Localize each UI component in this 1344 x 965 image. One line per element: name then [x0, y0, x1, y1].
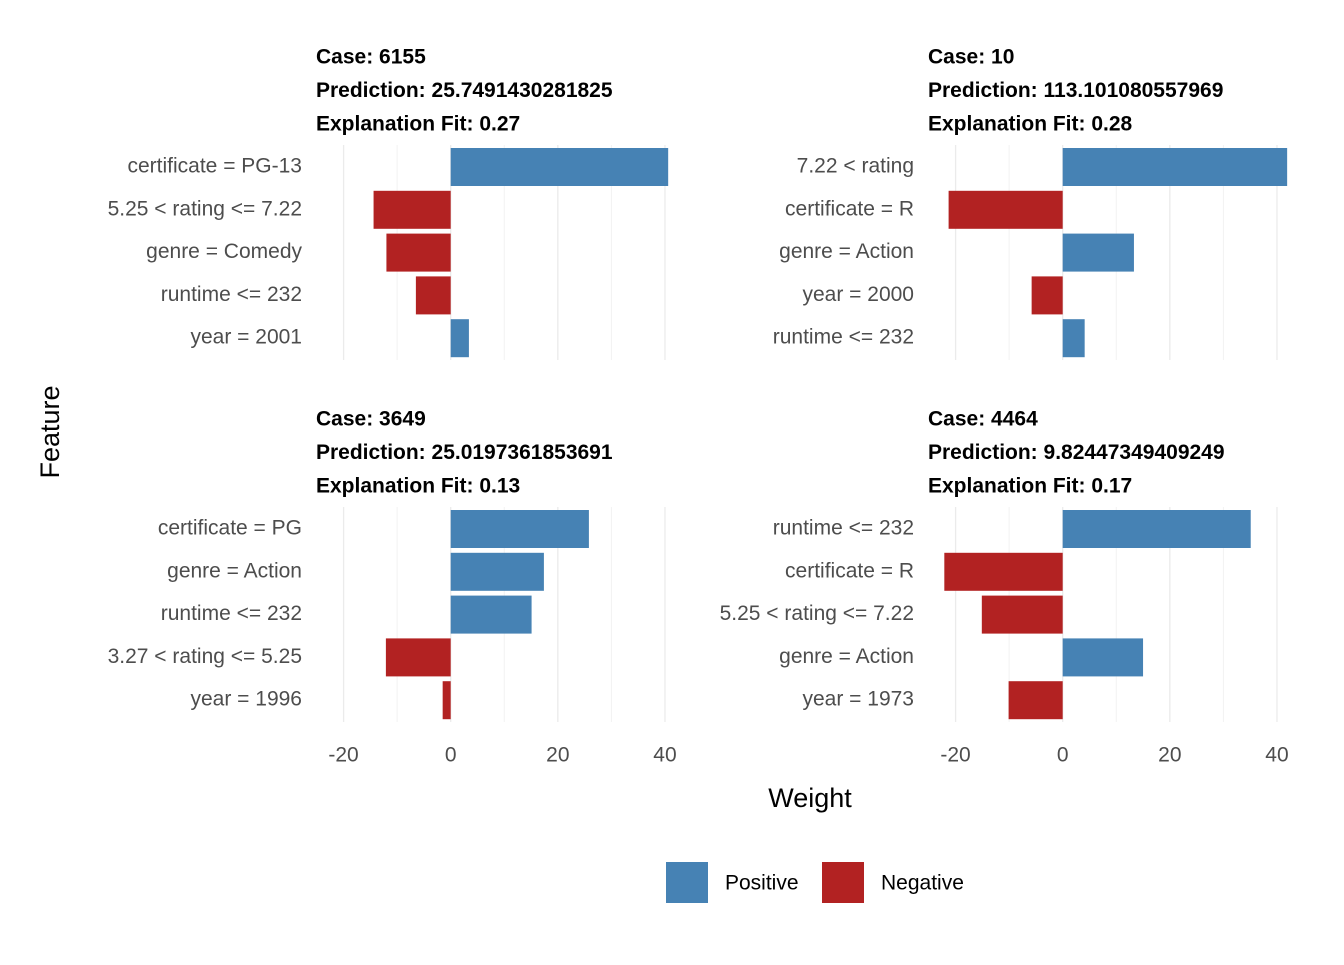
- bar: [1062, 233, 1134, 272]
- y-tick-label: year = 2001: [190, 326, 302, 349]
- bar: [1062, 638, 1144, 677]
- y-tick-label: runtime <= 232: [161, 283, 302, 306]
- y-tick-label: genre = Action: [779, 240, 914, 263]
- y-tick-label: 3.27 < rating <= 5.25: [108, 645, 302, 668]
- y-tick-label: year = 1996: [190, 688, 302, 711]
- facet-title: Case: 6155: [316, 46, 426, 69]
- y-tick-label: year = 2000: [802, 283, 914, 306]
- y-tick-label: runtime <= 232: [773, 517, 914, 540]
- facet-title: Case: 3649: [316, 408, 426, 431]
- y-tick-label: certificate = R: [785, 197, 914, 220]
- facet-title: Prediction: 113.101080557969: [928, 79, 1223, 102]
- bar: [442, 681, 451, 720]
- bar: [450, 595, 532, 634]
- bar: [385, 638, 451, 677]
- facet-title: Case: 10: [928, 46, 1014, 69]
- bar: [1031, 276, 1063, 315]
- x-tick-label: 0: [445, 744, 457, 767]
- bar: [1008, 681, 1063, 720]
- bar: [450, 510, 589, 548]
- y-tick-label: 5.25 < rating <= 7.22: [720, 602, 914, 625]
- y-tick-label: 5.25 < rating <= 7.22: [108, 197, 302, 220]
- facet-title: Explanation Fit: 0.13: [316, 475, 520, 498]
- facet-title: Explanation Fit: 0.28: [928, 113, 1133, 136]
- y-tick-label: 7.22 < rating: [797, 155, 914, 178]
- y-axis-label: Feature: [35, 385, 65, 478]
- bar: [944, 552, 1063, 591]
- legend-label: Positive: [725, 872, 799, 895]
- bar: [386, 233, 451, 272]
- bar: [1062, 510, 1251, 548]
- bar: [948, 190, 1063, 229]
- y-tick-label: genre = Comedy: [146, 240, 302, 263]
- x-tick-label: 40: [653, 744, 676, 767]
- y-tick-label: year = 1973: [802, 688, 914, 711]
- y-tick-label: certificate = R: [785, 559, 914, 582]
- y-tick-label: certificate = PG: [158, 517, 302, 540]
- facet-title: Explanation Fit: 0.27: [316, 113, 520, 136]
- bar: [450, 552, 544, 591]
- x-tick-label: 20: [546, 744, 569, 767]
- legend-swatch: [666, 862, 708, 903]
- facet-title: Case: 4464: [928, 408, 1038, 431]
- facet-title: Prediction: 25.0197361853691: [316, 441, 613, 464]
- facet-title: Prediction: 25.7491430281825: [316, 79, 613, 102]
- x-axis-label: Weight: [768, 783, 852, 813]
- legend-swatch: [822, 862, 864, 903]
- y-tick-label: runtime <= 232: [161, 602, 302, 625]
- x-tick-label: 0: [1057, 744, 1069, 767]
- bar: [450, 148, 669, 186]
- bar: [1062, 319, 1085, 358]
- legend-label: Negative: [881, 872, 964, 895]
- y-tick-label: genre = Action: [167, 559, 302, 582]
- y-tick-label: genre = Action: [779, 645, 914, 668]
- bar: [415, 276, 451, 315]
- x-tick-label: 20: [1158, 744, 1181, 767]
- facet-title: Prediction: 9.82447349409249: [928, 441, 1225, 464]
- y-tick-label: certificate = PG-13: [128, 155, 303, 178]
- bar: [981, 595, 1063, 634]
- y-tick-label: runtime <= 232: [773, 326, 914, 349]
- bar: [373, 190, 451, 229]
- x-tick-label: 40: [1265, 744, 1288, 767]
- facet-title: Explanation Fit: 0.17: [928, 475, 1132, 498]
- x-tick-label: -20: [328, 744, 358, 767]
- x-tick-label: -20: [940, 744, 970, 767]
- bar: [1062, 148, 1288, 186]
- bar: [450, 319, 469, 358]
